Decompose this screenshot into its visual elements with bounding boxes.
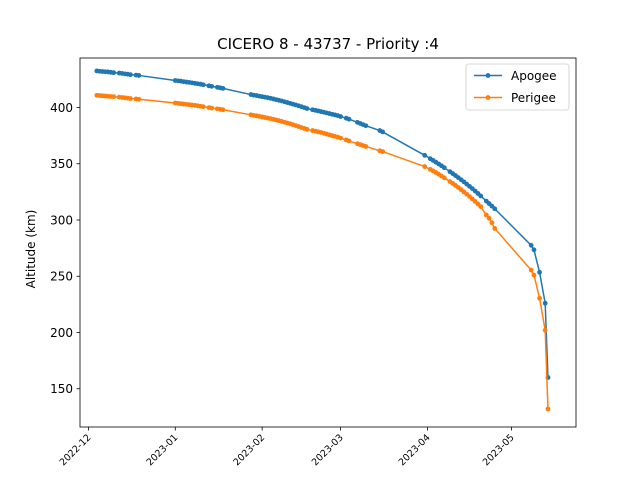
perigee-data-point: [200, 104, 206, 110]
perigee-data-point: [346, 138, 352, 144]
perigee-data-point: [304, 126, 310, 132]
apogee-data-point: [304, 106, 310, 111]
apogee-data-point: [478, 193, 484, 199]
apogee-data-point: [346, 116, 352, 122]
apogee-data-point: [338, 114, 344, 119]
perigee-data-point: [363, 144, 369, 149]
apogee-data-point: [363, 123, 369, 129]
perigee-data-point: [545, 406, 551, 412]
apogee-legend-marker: [485, 73, 491, 78]
perigee-data-point: [489, 220, 495, 226]
y-tick-label: 200: [50, 326, 73, 340]
perigee-data-point: [537, 295, 542, 301]
perigee-data-point: [128, 96, 133, 101]
perigee-legend-label: Perigee: [511, 91, 556, 105]
apogee-data-point: [128, 72, 133, 78]
perigee-data-point: [338, 135, 344, 141]
perigee-data-point: [528, 267, 534, 273]
apogee-data-point: [209, 83, 215, 89]
chart-title: CICERO 8 - 43737 - Priority :4: [217, 35, 439, 53]
apogee-data-point: [528, 242, 534, 248]
perigee-data-point: [111, 94, 117, 100]
y-tick-label: 150: [50, 382, 73, 396]
perigee-data-point: [441, 175, 447, 181]
apogee-data-point: [136, 73, 142, 78]
apogee-data-point: [220, 85, 226, 91]
y-axis-label: Altitude (km): [24, 210, 38, 289]
perigee-data-point: [486, 215, 492, 221]
y-tick-label: 250: [50, 270, 73, 284]
apogee-data-point: [492, 206, 498, 212]
plot-area: [94, 68, 551, 412]
y-tick-label: 350: [50, 157, 73, 171]
perigee-data-point: [209, 105, 215, 111]
y-tick-label: 400: [50, 101, 73, 115]
perigee-legend-marker: [485, 95, 491, 100]
apogee-data-point: [542, 300, 548, 306]
perigee-data-point: [483, 212, 489, 218]
legend: Apogee Perigee: [465, 63, 570, 111]
apogee-data-point: [537, 269, 542, 275]
perigee-data-point: [380, 149, 386, 155]
apogee-legend-label: Apogee: [511, 69, 557, 83]
perigee-data-point: [220, 107, 226, 113]
perigee-data-point: [422, 164, 428, 169]
apogee-data-point: [200, 82, 206, 88]
perigee-data-point: [478, 204, 484, 210]
perigee-data-point: [542, 327, 548, 333]
perigee-data-point: [531, 272, 537, 278]
apogee-data-point: [441, 165, 447, 171]
apogee-data-point: [531, 247, 537, 253]
apogee-data-point: [111, 70, 117, 76]
axes-frame: [79, 57, 577, 428]
perigee-data-point: [492, 226, 498, 231]
y-tick-label: 300: [50, 213, 73, 227]
apogee-data-point: [380, 129, 386, 135]
apogee-data-point: [422, 152, 428, 158]
perigee-data-point: [136, 96, 142, 102]
